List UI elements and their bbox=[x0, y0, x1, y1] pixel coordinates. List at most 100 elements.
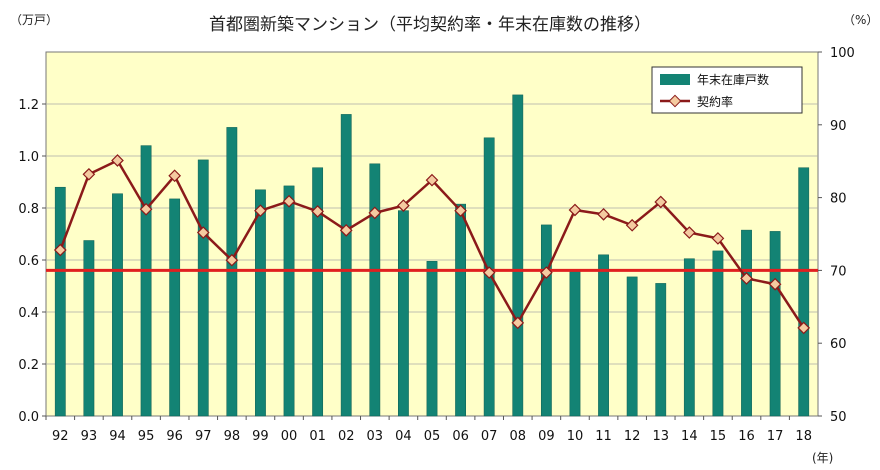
x-axis-ticks: 92 93 94 95 96 97 98 99 00 01 02 03 04 05 06 07 08 09 10 11… bbox=[45, 416, 812, 444]
x-tick-label: 00 bbox=[281, 429, 298, 444]
contract-rate-point bbox=[740, 272, 753, 285]
x-tick-label: 18 bbox=[795, 429, 812, 444]
inventory-bar bbox=[140, 145, 152, 417]
inventory-bars bbox=[54, 94, 810, 417]
legend-bar-label: 年末在庫戸数 bbox=[697, 72, 769, 87]
x-tick-label: 17 bbox=[767, 429, 784, 444]
contract-rate-line bbox=[53, 154, 811, 335]
inventory-bar bbox=[569, 270, 581, 417]
legend: 年末在庫戸数 契約率 bbox=[651, 66, 803, 114]
right-axis-ticks: 50 60 70 80 90 100 bbox=[818, 46, 855, 425]
inventory-bar bbox=[255, 189, 266, 417]
x-tick-label: 12 bbox=[624, 429, 641, 444]
legend-bar-swatch bbox=[660, 74, 690, 85]
x-tick-label: 05 bbox=[424, 429, 441, 444]
inventory-bar bbox=[369, 163, 381, 417]
inventory-bar bbox=[312, 167, 324, 417]
x-tick-label: 07 bbox=[481, 429, 498, 444]
inventory-bar bbox=[283, 185, 295, 417]
x-axis-unit: (年) bbox=[812, 451, 833, 465]
contract-rate-point bbox=[425, 173, 439, 187]
chart-title: 首都圏新築マンション（平均契約率・年末在庫数の推移） bbox=[209, 15, 651, 35]
left-axis-ticks: 0.0 0.2 0.4 0.6 0.8 1.0 1.2 bbox=[18, 98, 46, 425]
x-tick-label: 02 bbox=[338, 429, 355, 444]
contract-rate-point bbox=[368, 206, 382, 220]
x-tick-label: 11 bbox=[595, 429, 612, 444]
legend-line-marker bbox=[668, 94, 682, 108]
contract-rate-point bbox=[339, 224, 353, 237]
inventory-bar bbox=[598, 254, 609, 417]
left-tick-label: 0.2 bbox=[18, 358, 39, 373]
inventory-bar bbox=[197, 159, 209, 417]
inventory-bar bbox=[112, 193, 123, 417]
inventory-bar bbox=[769, 231, 781, 417]
contract-rate-point bbox=[82, 167, 96, 181]
contract-rate-point bbox=[168, 169, 182, 183]
right-tick-label: 70 bbox=[830, 264, 847, 279]
right-tick-label: 100 bbox=[830, 46, 855, 61]
contract-rate-point bbox=[511, 316, 525, 330]
contract-rate-point bbox=[454, 204, 467, 218]
right-tick-label: 90 bbox=[830, 119, 847, 134]
left-tick-label: 0.0 bbox=[18, 410, 39, 425]
contract-rate-point bbox=[139, 202, 153, 216]
inventory-bar bbox=[683, 258, 695, 417]
x-tick-label: 97 bbox=[195, 429, 212, 444]
left-tick-label: 1.2 bbox=[18, 98, 39, 113]
inventory-bar bbox=[83, 240, 95, 417]
x-tick-label: 93 bbox=[81, 429, 98, 444]
left-tick-label: 0.8 bbox=[18, 202, 39, 217]
contract-rate-point bbox=[53, 243, 67, 257]
left-tick-label: 0.6 bbox=[18, 254, 39, 269]
inventory-bar bbox=[455, 203, 466, 417]
contract-rate-point bbox=[196, 226, 210, 239]
contract-rate-point bbox=[682, 226, 696, 239]
contract-rate-point bbox=[625, 218, 639, 232]
contract-rate-point bbox=[254, 204, 267, 218]
inventory-bar bbox=[340, 114, 352, 417]
right-axis-unit: （%） bbox=[843, 13, 878, 27]
inventory-bar bbox=[741, 229, 752, 417]
right-tick-label: 50 bbox=[830, 410, 847, 425]
inventory-bar bbox=[169, 198, 181, 417]
x-tick-label: 04 bbox=[395, 429, 412, 444]
contract-rate-point bbox=[711, 232, 725, 245]
inventory-bar bbox=[398, 210, 409, 417]
x-tick-label: 06 bbox=[452, 429, 469, 444]
x-tick-label: 08 bbox=[510, 429, 527, 444]
inventory-bar bbox=[512, 94, 524, 417]
inventory-bar bbox=[798, 167, 810, 417]
x-tick-label: 92 bbox=[52, 429, 69, 444]
contract-rate-point bbox=[225, 253, 239, 267]
x-tick-label: 95 bbox=[138, 429, 155, 444]
contract-rate-point bbox=[311, 205, 324, 218]
contract-rate-point bbox=[397, 199, 410, 212]
inventory-bar bbox=[54, 186, 66, 417]
left-tick-label: 1.0 bbox=[18, 150, 39, 165]
inventory-bar bbox=[626, 276, 638, 417]
right-tick-label: 80 bbox=[830, 192, 847, 207]
x-tick-label: 94 bbox=[109, 429, 126, 444]
right-tick-label: 60 bbox=[830, 337, 847, 352]
inventory-bar bbox=[712, 250, 724, 417]
x-tick-label: 99 bbox=[252, 429, 269, 444]
contract-rate-point bbox=[482, 266, 496, 279]
left-tick-label: 0.4 bbox=[18, 306, 39, 321]
x-tick-label: 15 bbox=[710, 429, 727, 444]
inventory-bar bbox=[655, 283, 667, 417]
contract-rate-point bbox=[654, 195, 668, 209]
contract-rate-point bbox=[568, 203, 582, 217]
contract-rate-point bbox=[597, 207, 610, 221]
contract-rate-point bbox=[797, 321, 811, 335]
x-tick-label: 16 bbox=[738, 429, 755, 444]
contract-rate-point bbox=[282, 194, 296, 208]
contract-rate-point bbox=[768, 277, 782, 291]
x-tick-label: 10 bbox=[567, 429, 584, 444]
inventory-bar bbox=[426, 261, 438, 417]
x-tick-label: 98 bbox=[224, 429, 241, 444]
contract-rate-point bbox=[540, 266, 553, 279]
x-tick-label: 03 bbox=[367, 429, 384, 444]
x-tick-label: 96 bbox=[166, 429, 183, 444]
x-tick-label: 09 bbox=[538, 429, 555, 444]
